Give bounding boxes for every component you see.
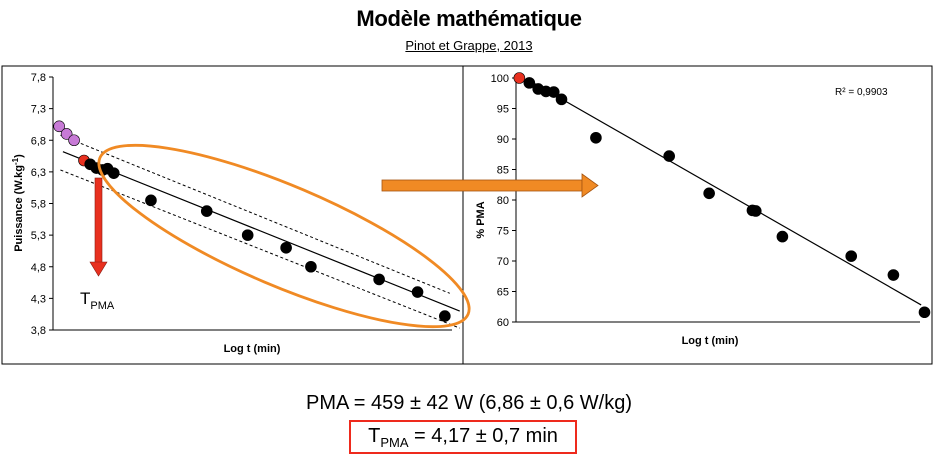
left-chart-y-axis-label: Puissance (W.kg-1) <box>11 154 25 252</box>
left-chart-y-axis-label-end: ) <box>13 154 25 158</box>
tpma-arrow-shaft <box>94 177 103 264</box>
left-chart-y-tick-label: 6,8 <box>31 135 46 147</box>
left-chart-y-tick-label: 4,3 <box>31 293 46 305</box>
tpma-label: T <box>368 425 381 447</box>
right-chart-y-tick-label: 60 <box>497 317 509 329</box>
left-chart-data-point <box>439 310 451 322</box>
right-chart-y-axis-label: % PMA <box>475 201 487 238</box>
left-chart-data-point <box>241 229 254 241</box>
right-chart-y-tick-label: 80 <box>497 195 509 207</box>
tpma-subscript: PMA <box>380 435 409 450</box>
right-chart-y-tick-label: 100 <box>491 73 509 85</box>
right-chart-y-tick-label: 65 <box>497 287 509 299</box>
tpma-annotation-sub: PMA <box>90 300 115 312</box>
tpma-result-box: TPMA = 4,17 ± 0,7 min <box>349 420 577 454</box>
right-chart-regression-line <box>526 78 922 306</box>
right-chart-data-point <box>918 306 931 319</box>
left-chart-data-point <box>68 134 80 147</box>
tpma-arrow-head <box>89 261 108 277</box>
r-squared-annotation: R² = 0,9903 <box>835 87 888 98</box>
right-chart-data-point <box>703 187 715 200</box>
right-chart-data-point <box>590 131 602 144</box>
right-chart-data-point <box>555 93 568 106</box>
right-chart-data-point <box>845 250 858 262</box>
right-chart-data-point <box>663 150 675 162</box>
right-chart-data-point <box>513 72 526 84</box>
chart-right: 100 95 90 85 80 75 70 65 60 Log t (min) % PMA R² = … <box>475 72 931 347</box>
left-chart-y-tick-label: 7,3 <box>31 104 46 116</box>
link-arrow <box>381 173 599 198</box>
left-chart-data-point <box>200 205 213 217</box>
left-chart-data-point <box>60 128 73 140</box>
left-chart-confidence-lower <box>60 169 460 329</box>
left-chart-y-axis-label-main: Puissance (W.kg <box>13 165 25 252</box>
right-chart-data-point <box>776 230 789 243</box>
charts-frame <box>1 65 933 365</box>
left-chart-data-point <box>107 167 120 179</box>
left-chart-x-axis-label: Log t (min) <box>224 343 281 355</box>
right-chart-y-tick-label: 75 <box>497 226 509 238</box>
left-chart-data-point <box>305 260 317 273</box>
left-chart-data-point <box>373 273 385 286</box>
left-chart-y-tick-label: 6,3 <box>31 167 46 179</box>
slide-title: Modèle mathématique <box>356 6 582 31</box>
left-chart-y-tick-label: 5,8 <box>31 199 46 211</box>
left-chart-data-point <box>145 194 157 207</box>
left-chart-highlight-ellipse <box>97 143 471 329</box>
chart-left: 7,8 7,3 6,8 6,3 5,8 5,3 4,8 4,3 3,8 Log t (min) Pu… <box>11 72 471 355</box>
left-chart-y-tick-label: 4,8 <box>31 262 46 274</box>
right-chart-data-point <box>749 205 762 217</box>
right-chart-data-point <box>523 77 536 89</box>
right-chart-data-point <box>887 269 900 281</box>
right-chart-y-tick-label: 95 <box>497 104 509 116</box>
left-chart-regression-line <box>62 151 460 312</box>
left-chart-y-tick-label: 5,3 <box>31 230 46 242</box>
left-chart-data-point <box>411 286 424 298</box>
slide-subtitle: Pinot et Grappe, 2013 <box>405 38 533 53</box>
right-chart-y-tick-label: 70 <box>497 256 509 268</box>
left-chart-confidence-upper <box>60 134 450 294</box>
right-chart-y-tick-label: 90 <box>497 134 509 146</box>
right-chart-data-point <box>547 86 560 98</box>
pma-result: PMA = 459 ± 42 W (6,86 ± 0,6 W/kg) <box>306 392 632 414</box>
tpma-annotation: TPMA <box>80 289 115 312</box>
left-chart-y-axis-label-sup: -1 <box>11 157 20 165</box>
tpma-annotation-label: T <box>80 289 90 308</box>
right-chart-x-axis-label: Log t (min) <box>682 335 739 347</box>
left-chart-y-tick-label: 7,8 <box>31 72 46 84</box>
left-chart-data-point <box>53 120 66 133</box>
tpma-value: = 4,17 ± 0,7 min <box>408 425 558 447</box>
right-chart-y-tick-label: 85 <box>497 165 509 177</box>
left-chart-data-point <box>280 241 292 254</box>
left-chart-y-tick-label: 3,8 <box>31 325 46 337</box>
